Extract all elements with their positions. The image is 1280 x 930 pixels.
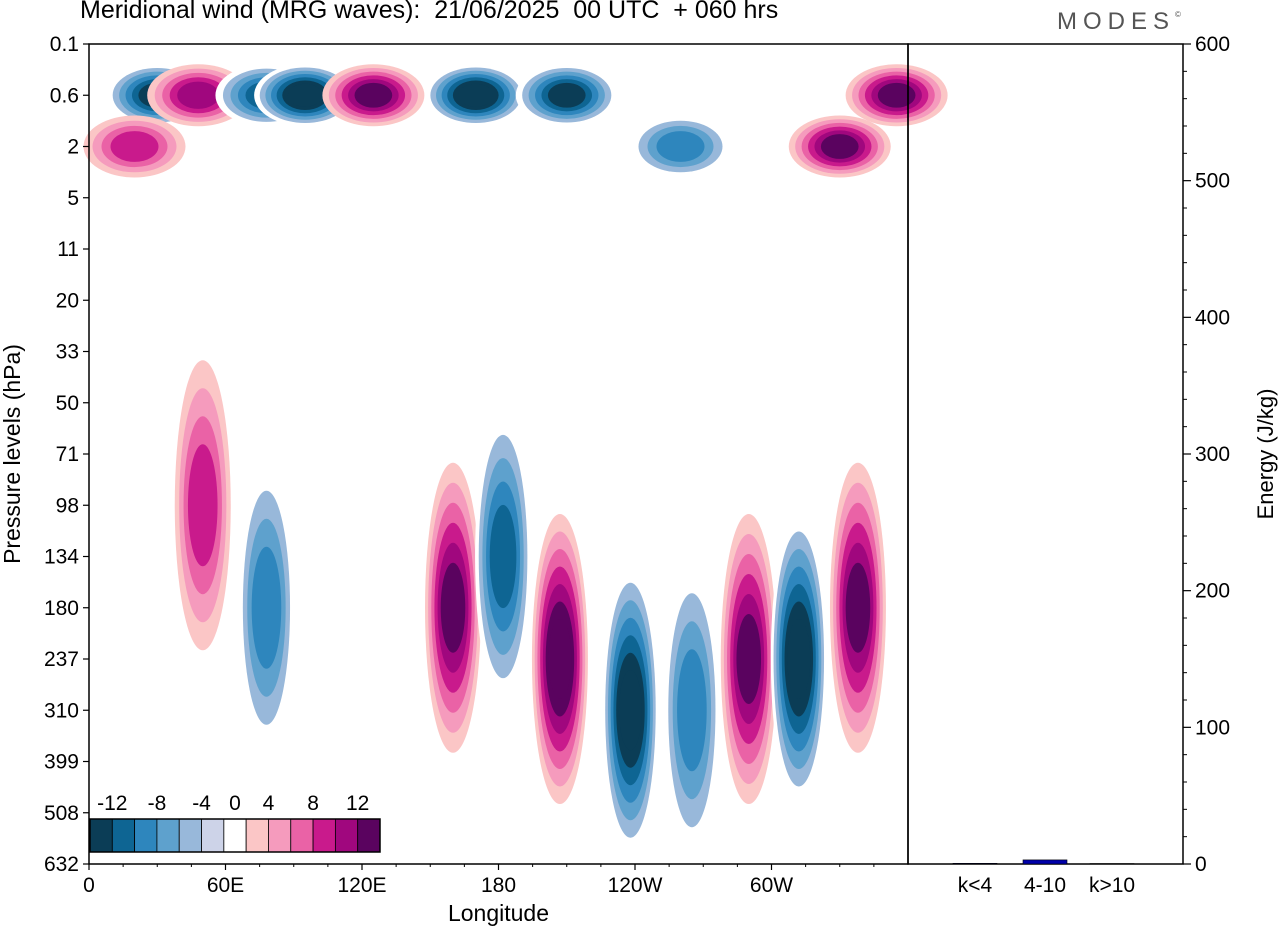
wind-anomaly-blob xyxy=(287,83,323,107)
wind-anomaly-blob xyxy=(787,619,811,699)
energy-tick-label: 600 xyxy=(1195,33,1230,56)
energy-category-label: k<4 xyxy=(958,874,993,897)
wind-anomaly-blob xyxy=(251,546,282,669)
energy-tick-label: 400 xyxy=(1195,306,1230,329)
colorbar-swatch xyxy=(134,818,158,853)
colorbar-swatch xyxy=(111,818,136,853)
wind-anomaly-blob xyxy=(458,83,493,107)
logo-mark: © xyxy=(1175,10,1181,19)
y-tick-label: 11 xyxy=(57,238,79,261)
colorbar-label: -4 xyxy=(192,792,211,815)
wind-anomaly-blob xyxy=(877,82,916,108)
wind-anomaly-blob xyxy=(656,131,705,162)
logo-text: MODES xyxy=(1057,8,1176,35)
wind-anomaly-blob xyxy=(187,444,218,567)
energy-bar xyxy=(952,863,998,865)
energy-tick-label: 500 xyxy=(1195,170,1230,193)
x-axis: 0 60E 120E 180 120W 60W Longitude xyxy=(83,864,875,926)
wind-anomaly-blob xyxy=(489,504,517,609)
energy-panel-frame xyxy=(907,43,1184,865)
y-tick-label: 0.1 xyxy=(50,33,79,56)
x-tick-label: 60W xyxy=(750,874,793,897)
y-tick-label: 310 xyxy=(44,699,79,722)
modes-logo: MODES© xyxy=(1057,8,1181,36)
wind-anomaly-blob xyxy=(618,670,642,751)
x-tick-label: 120W xyxy=(608,874,663,897)
wind-anomaly-blob xyxy=(548,619,572,699)
wind-anomaly-blob xyxy=(440,562,466,653)
colorbar-label: -12 xyxy=(97,792,127,815)
x-tick-label: 120E xyxy=(337,874,386,897)
chart-title: Meridional wind (MRG waves): 21/06/2025 … xyxy=(80,0,779,24)
colorbar-label: 8 xyxy=(307,792,319,815)
y-tick-label: 98 xyxy=(56,494,79,517)
wind-anomaly-blob xyxy=(820,134,859,159)
energy-tick-label: 200 xyxy=(1195,580,1230,603)
y-axis-label: Pressure levels (hPa) xyxy=(0,344,25,564)
y-tick-label: 2 xyxy=(67,136,79,159)
y-tick-label: 134 xyxy=(44,546,79,569)
wind-anomaly-blob xyxy=(177,81,220,109)
y-tick-label: 71 xyxy=(56,443,79,466)
colorbar-frame xyxy=(89,818,381,853)
x-tick-label: 0 xyxy=(83,874,95,897)
y-tick-label: 399 xyxy=(44,751,79,774)
energy-tick-label: 100 xyxy=(1195,716,1230,739)
y-tick-label: 508 xyxy=(44,802,79,825)
colorbar-swatch xyxy=(312,818,336,853)
x-tick-label: 180 xyxy=(481,874,516,897)
energy-tick-label: 300 xyxy=(1195,443,1230,466)
y-tick-label: 5 xyxy=(67,187,79,210)
y-tick-label: 50 xyxy=(56,392,79,415)
wind-anomaly-blob xyxy=(354,82,393,108)
energy-category-label: 4-10 xyxy=(1024,874,1066,897)
wind-anomaly-blob xyxy=(677,649,707,772)
colorbar-label: -8 xyxy=(148,792,167,815)
y-tick-label: 180 xyxy=(44,597,79,620)
colorbar-swatch xyxy=(268,818,292,853)
colorbar-swatch xyxy=(357,818,381,853)
colorbar-swatch xyxy=(245,818,269,853)
y-tick-label: 632 xyxy=(44,853,79,876)
colorbar-label: 4 xyxy=(263,792,275,815)
wind-anomaly-blob xyxy=(845,562,871,653)
energy-bar xyxy=(1022,859,1068,865)
colorbar-label: 12 xyxy=(346,792,369,815)
y-tick-label: 20 xyxy=(56,289,79,312)
y-tick-label: 0.6 xyxy=(50,84,79,107)
y-tick-label: 33 xyxy=(56,341,79,364)
colorbar-swatch xyxy=(178,818,202,853)
colorbar-label: 0 xyxy=(229,792,241,815)
y-axis: 0.1 0.6 2 5 11 20 33 50 71 98 134 180 237 310 399 508 63… xyxy=(0,33,89,876)
wind-anomaly-blob xyxy=(110,131,159,162)
wind-anomaly-blob xyxy=(547,82,586,108)
heatmap-plot xyxy=(83,64,948,856)
colorbar-swatch xyxy=(156,818,180,853)
energy-category-label: k>10 xyxy=(1089,874,1135,897)
colorbar: -12 -8 -4 0 4 8 12 xyxy=(89,792,381,853)
wind-anomaly-blob xyxy=(736,614,762,704)
colorbar-swatch xyxy=(201,818,225,853)
colorbar-swatch xyxy=(334,818,359,853)
x-tick-label: 60E xyxy=(207,874,244,897)
y-tick-label: 237 xyxy=(44,648,79,671)
x-axis-label: Longitude xyxy=(448,900,549,926)
energy-axis-label: Energy (J/kg) xyxy=(1253,389,1278,520)
colorbar-swatch xyxy=(290,818,314,853)
energy-bar-chart: k<4 4-10 k>10 0 100 200 300 400 500 600 Energy (J/… xyxy=(952,33,1278,897)
colorbar-swatch xyxy=(89,818,113,853)
energy-tick-label: 0 xyxy=(1195,853,1207,876)
colorbar-swatch xyxy=(223,818,247,853)
